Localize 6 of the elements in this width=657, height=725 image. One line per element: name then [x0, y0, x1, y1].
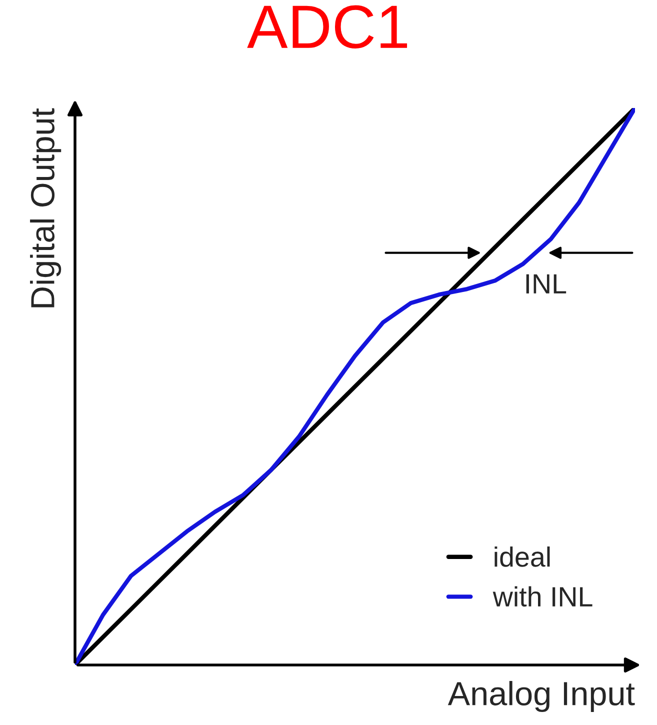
- chart-title: ADC1: [247, 5, 408, 49]
- annotation: INL: [526, 274, 566, 294]
- legend-label: ideal: [494, 546, 550, 567]
- x-axis-title: Analog Input: [448, 680, 635, 712]
- y-axis-title: Digital Output: [30, 108, 62, 308]
- legend-label: with INL: [492, 586, 592, 607]
